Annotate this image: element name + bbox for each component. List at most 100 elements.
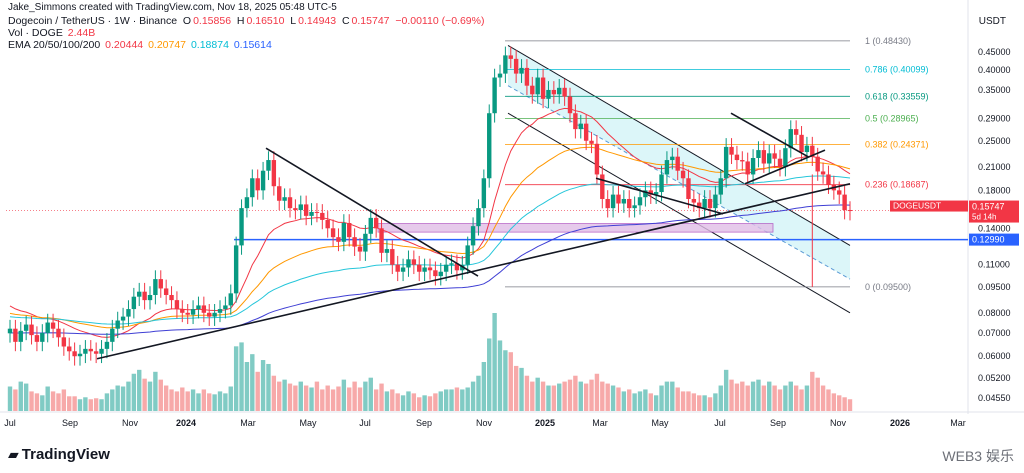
ema-legend[interactable]: EMA 20/50/100/200 0.20444 0.20747 0.1887… <box>8 39 272 51</box>
volume-bar <box>713 393 718 411</box>
volume-bar <box>169 389 174 411</box>
x-tick-label: Jul <box>4 418 16 428</box>
volume-bar <box>260 360 266 411</box>
volume-bar <box>120 386 126 411</box>
volume-bar <box>557 383 562 411</box>
candle <box>756 150 761 159</box>
volume-bar <box>653 395 659 411</box>
candle <box>131 296 137 310</box>
candle <box>196 305 201 310</box>
candle <box>583 123 589 141</box>
y-tick-label: 0.08000 <box>978 308 1011 318</box>
volume-bar <box>793 385 799 411</box>
volume-bar <box>492 313 497 411</box>
volume-bar <box>330 389 336 411</box>
candle <box>244 197 250 209</box>
symbol-legend[interactable]: Dogecoin / TetherUS · 1W · Binance O 0.15… <box>8 15 484 27</box>
candle <box>713 194 718 209</box>
candle <box>217 309 223 313</box>
volume-legend[interactable]: Vol · DOGE 2.44B <box>8 27 95 39</box>
volume-bar <box>233 346 239 411</box>
volume-bar <box>643 389 648 411</box>
ohlc-close-label: C <box>341 15 350 27</box>
volume-bar <box>137 369 142 411</box>
volume-bar <box>363 381 368 411</box>
volume-bar <box>750 381 756 411</box>
candle <box>653 192 659 195</box>
volume-bar <box>540 381 546 411</box>
volume-bar <box>449 389 454 411</box>
candle <box>670 156 675 161</box>
ohlc-low-label: L <box>290 15 297 27</box>
volume-bar <box>600 381 605 411</box>
candle <box>433 270 438 277</box>
volume-bar <box>535 377 540 411</box>
volume-bar <box>664 381 670 411</box>
volume-bar <box>153 371 158 411</box>
candle <box>390 249 395 265</box>
candle <box>110 328 115 342</box>
volume-bar <box>605 383 610 411</box>
volume-bar <box>594 373 600 411</box>
candle <box>492 77 497 114</box>
volume-bar <box>185 391 190 411</box>
volume-bar <box>212 394 217 411</box>
volume-bar <box>325 385 330 411</box>
volume-bar <box>820 385 826 411</box>
volume-bar <box>282 379 287 411</box>
candle <box>616 194 621 204</box>
volume-bar <box>551 385 557 411</box>
volume-bar <box>336 386 341 411</box>
candle <box>99 348 104 354</box>
candle <box>115 320 120 329</box>
channel-mid-line <box>507 85 851 280</box>
candle <box>621 198 627 204</box>
current-price-value: 0.15747 <box>972 202 1005 212</box>
ohlc-low: 0.14943 <box>298 15 337 27</box>
volume-bar <box>293 385 298 411</box>
volume-bar <box>524 375 530 411</box>
volume-bar <box>142 378 147 411</box>
candle <box>637 197 643 206</box>
volume-bar <box>815 377 820 411</box>
volume-bar <box>341 379 347 411</box>
candle <box>56 328 61 338</box>
ema-200-value: 0.15614 <box>233 39 272 51</box>
candle <box>540 77 546 99</box>
volume-bar <box>804 385 810 411</box>
chart-attribution: Jake_Simmons created with TradingView.co… <box>8 2 337 13</box>
ohlc-close: 0.15747 <box>351 15 390 27</box>
volume-bar <box>309 387 314 411</box>
volume-bar <box>433 393 438 411</box>
volume-bar <box>411 393 417 411</box>
ema-50-value: 0.20747 <box>148 39 187 51</box>
candle <box>417 264 422 272</box>
candle <box>605 198 610 209</box>
currency-label: USDT <box>978 16 1006 27</box>
x-tick-label: Mar <box>592 418 608 428</box>
y-tick-label: 0.29000 <box>978 113 1011 123</box>
volume-bar <box>40 395 45 411</box>
volume-bar <box>83 397 88 411</box>
volume-bar <box>223 393 228 411</box>
volume-bar <box>190 389 196 411</box>
y-tick-label: 0.07000 <box>978 328 1011 338</box>
candle <box>734 154 740 161</box>
watermark-text: WEB3 娱乐 <box>942 448 1014 464</box>
volume-bar <box>277 381 282 411</box>
candle <box>519 67 524 74</box>
candle <box>185 312 190 315</box>
y-tick-label: 0.05200 <box>978 373 1011 383</box>
candle <box>50 322 56 329</box>
volume-bar <box>497 340 503 411</box>
volume-bar <box>837 395 842 411</box>
volume-bar <box>395 393 400 411</box>
volume-bar <box>583 383 589 411</box>
volume-bar <box>734 383 740 411</box>
volume-bar <box>422 395 427 411</box>
tradingview-logo[interactable]: ▰ TradingView <box>8 446 110 463</box>
candle <box>163 288 169 296</box>
candle <box>691 198 697 203</box>
candle <box>34 335 40 342</box>
